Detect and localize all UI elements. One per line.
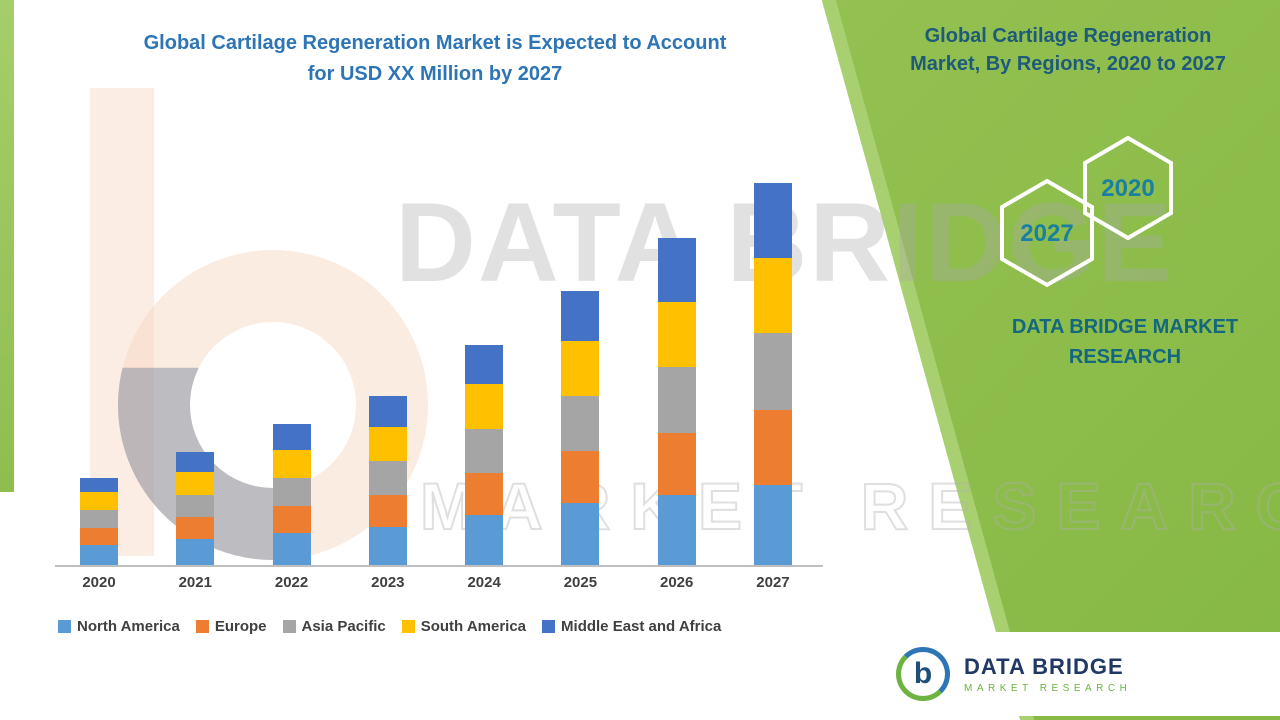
stacked-bar-plot [58, 183, 822, 565]
bar-segment-asia-pacific [80, 510, 118, 528]
bar-segment-asia-pacific [465, 429, 504, 473]
bar-segment-north-america [368, 527, 407, 565]
footer-logo-box: b DATA BRIDGE MARKET RESEARCH [868, 632, 1280, 716]
legend-item-europe: Europe [195, 618, 267, 635]
legend-label: North America [77, 618, 180, 635]
bar-segment-north-america [657, 495, 696, 565]
stacked-bar-2026 [657, 183, 696, 565]
x-axis-label-2020: 2020 [82, 574, 116, 591]
chart-legend: North America Europe Asia Pacific South Ame… [58, 618, 848, 635]
bar-segment-north-america [561, 503, 600, 565]
bar-segment-asia-pacific [368, 461, 407, 495]
stacked-bar-2020 [80, 183, 118, 565]
legend-item-north-america: North America [58, 618, 180, 635]
stacked-bar-2024 [465, 183, 504, 565]
legend-swatch-icon [542, 620, 556, 633]
bar-segment-europe [368, 495, 407, 527]
right-panel-title-line1: Global Cartilage Regeneration [924, 25, 1212, 47]
x-axis-label-2021: 2021 [178, 574, 212, 591]
chart-title-line2: for USD XX Million by 2027 [307, 63, 563, 85]
footer-logo-name: DATA BRIDGE [964, 654, 1124, 679]
legend-item-south-america: South America [401, 618, 527, 635]
legend-item-middle-east-and-africa: Middle East and Africa [542, 618, 721, 635]
bar-segment-south-america [753, 258, 792, 333]
bar-segment-europe [176, 517, 215, 539]
bar-segment-south-america [657, 302, 696, 367]
x-axis-label-2025: 2025 [563, 574, 598, 591]
brand-text: DATA BRIDGE MARKET RESEARCH [960, 312, 1280, 372]
bar-segment-south-america [176, 472, 215, 495]
bar-segment-middle-east-and-africa [176, 452, 215, 472]
bar-segment-middle-east-and-africa [272, 424, 311, 450]
hexagon-2020-outline [1083, 135, 1173, 241]
bar-segment-south-america [368, 427, 407, 461]
brand-text-line2: RESEARCH [1068, 346, 1182, 368]
x-axis-labels: 2020 2021 2022 2023 2024 2025 2026 2027 [58, 574, 822, 591]
bar-segment-asia-pacific [657, 367, 696, 433]
footer-logo-text: DATA BRIDGE MARKET RESEARCH [964, 654, 1131, 694]
x-axis-label-2024: 2024 [467, 574, 501, 591]
bar-segment-asia-pacific [272, 478, 311, 506]
bar-segment-north-america [176, 539, 215, 565]
bar-segment-south-america [561, 341, 600, 396]
legend-item-asia-pacific: Asia Pacific [282, 618, 386, 635]
brand-text-line1: DATA BRIDGE MARKET [1011, 316, 1239, 338]
x-axis-label-2023: 2023 [371, 574, 405, 591]
right-panel-title: Global Cartilage Regeneration Market, By… [872, 22, 1264, 78]
bar-segment-asia-pacific [176, 495, 215, 517]
databridge-logo-letter: b [913, 657, 933, 690]
footer-logo-subname: MARKET RESEARCH [964, 683, 1132, 694]
hexagon-2020-label: 2020 [1101, 175, 1154, 202]
legend-swatch-icon [58, 620, 71, 633]
x-axis-line [55, 565, 823, 567]
bar-segment-north-america [80, 545, 118, 565]
legend-label: Middle East and Africa [561, 618, 722, 635]
bar-segment-europe [465, 473, 504, 515]
bar-segment-north-america [465, 515, 504, 565]
legend-label: Asia Pacific [301, 618, 386, 635]
x-axis-label-2026: 2026 [660, 574, 694, 591]
stacked-bar-2025 [561, 183, 600, 565]
x-axis-label-2027: 2027 [756, 574, 790, 591]
x-axis-label-2022: 2022 [274, 574, 309, 591]
legend-swatch-icon [401, 620, 415, 633]
bar-segment-south-america [465, 384, 504, 429]
hexagon-2027-label: 2027 [1020, 220, 1073, 247]
legend-label: South America [420, 618, 527, 635]
left-accent-strip [0, 0, 14, 492]
bar-segment-asia-pacific [561, 396, 600, 451]
bar-segment-europe [272, 506, 311, 533]
bar-segment-europe [753, 410, 792, 485]
stacked-bar-2022 [272, 183, 311, 565]
right-panel-title-line2: Market, By Regions, 2020 to 2027 [910, 53, 1226, 75]
legend-label: Europe [214, 618, 267, 635]
bar-segment-middle-east-and-africa [465, 345, 504, 384]
bar-segment-middle-east-and-africa [753, 183, 792, 258]
bar-segment-europe [561, 451, 600, 503]
databridge-logo-icon: b [896, 647, 950, 701]
bar-segment-middle-east-and-africa [80, 478, 118, 492]
chart-title-line1: Global Cartilage Regeneration Market is … [143, 32, 727, 54]
bar-segment-middle-east-and-africa [561, 291, 600, 341]
hexagon-badges: 2027 2020 [1000, 135, 1173, 288]
bar-segment-asia-pacific [753, 333, 792, 410]
bar-segment-south-america [272, 450, 311, 478]
legend-swatch-icon [195, 620, 209, 633]
stacked-bar-2021 [176, 183, 215, 565]
hexagon-2027-outline [1000, 178, 1094, 288]
bar-segment-north-america [272, 533, 311, 565]
stacked-bar-2027 [753, 183, 792, 565]
bar-segment-middle-east-and-africa [368, 396, 407, 427]
bar-segment-north-america [753, 485, 792, 565]
legend-swatch-icon [282, 620, 296, 633]
bar-segment-south-america [80, 492, 118, 510]
chart-title: Global Cartilage Regeneration Market is … [55, 28, 815, 90]
bar-segment-europe [80, 528, 118, 545]
bar-segment-europe [657, 433, 696, 495]
bar-segment-middle-east-and-africa [657, 238, 696, 302]
stacked-bar-2023 [368, 183, 407, 565]
